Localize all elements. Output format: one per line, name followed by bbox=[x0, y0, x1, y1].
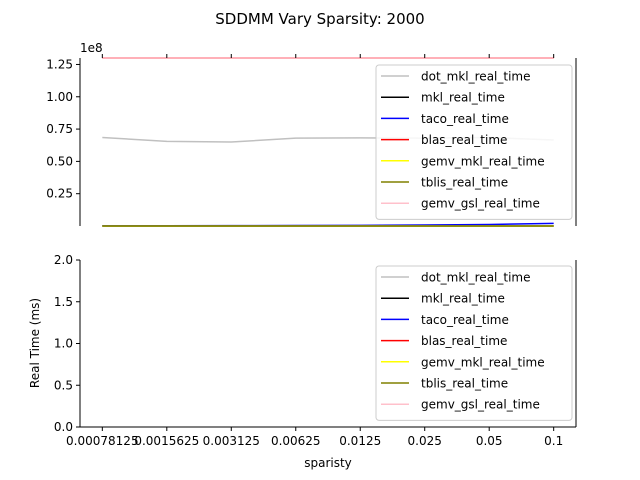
top-y-tick-label: 1.00 bbox=[46, 90, 73, 104]
top-legend-label: gemv_gsl_real_time bbox=[421, 197, 540, 211]
bottom-x-tick-label: 0.1 bbox=[544, 434, 563, 448]
bottom-legend-label: mkl_real_time bbox=[421, 292, 505, 306]
top-legend-label: dot_mkl_real_time bbox=[421, 70, 531, 84]
bottom-legend-label: blas_real_time bbox=[421, 334, 507, 348]
top-offset-label: 1e8 bbox=[80, 41, 103, 55]
bottom-y-tick-label: 0.5 bbox=[54, 378, 73, 392]
bottom-legend-box bbox=[375, 265, 573, 421]
bottom-x-tick-label: 0.0015625 bbox=[134, 434, 199, 448]
bottom-y-tick-label: 0.0 bbox=[54, 420, 73, 434]
bottom-axes: 0.0 0.5 1.0 1.5 2.0 dot_mkl_real_time mkl_real… bbox=[54, 253, 577, 448]
bottom-legend-label: gemv_mkl_real_time bbox=[421, 355, 545, 369]
chart-title: SDDMM Vary Sparsity: 2000 bbox=[215, 10, 424, 28]
top-legend-label: blas_real_time bbox=[421, 133, 507, 147]
bottom-legend-label: dot_mkl_real_time bbox=[421, 271, 531, 285]
bottom-x-tick-label: 0.00078125 bbox=[66, 434, 139, 448]
y-axis-label: Real Time (ms) bbox=[28, 298, 42, 388]
bottom-legend-label: tblis_real_time bbox=[421, 377, 508, 391]
top-y-tick-label: 0.50 bbox=[46, 154, 73, 168]
bottom-legend-label: gemv_gsl_real_time bbox=[421, 398, 540, 412]
top-legend-label: gemv_mkl_real_time bbox=[421, 154, 545, 168]
top-y-tick-label: 1.25 bbox=[46, 57, 73, 71]
top-legend-label: mkl_real_time bbox=[421, 91, 505, 105]
top-legend-box bbox=[375, 64, 573, 220]
x-axis-label: sparisty bbox=[304, 456, 352, 470]
top-axes: 0.25 0.50 0.75 1.00 1.25 1e8 dot_mkl_real_time… bbox=[46, 41, 577, 227]
bottom-x-tick-label: 0.003125 bbox=[203, 434, 260, 448]
bottom-y-tick-label: 1.0 bbox=[54, 337, 73, 351]
bottom-x-tick-label: 0.05 bbox=[476, 434, 503, 448]
top-y-tick-label: 0.75 bbox=[46, 122, 73, 136]
top-legend-label: tblis_real_time bbox=[421, 176, 508, 190]
bottom-legend-label: taco_real_time bbox=[421, 313, 509, 327]
bottom-x-tick-label: 0.0125 bbox=[339, 434, 381, 448]
top-legend-label: taco_real_time bbox=[421, 112, 509, 126]
top-y-tick-label: 0.25 bbox=[46, 187, 73, 201]
bottom-x-tick-label: 0.00625 bbox=[271, 434, 321, 448]
bottom-y-tick-label: 1.5 bbox=[54, 295, 73, 309]
bottom-y-tick-label: 2.0 bbox=[54, 253, 73, 267]
bottom-x-tick-label: 0.025 bbox=[408, 434, 442, 448]
